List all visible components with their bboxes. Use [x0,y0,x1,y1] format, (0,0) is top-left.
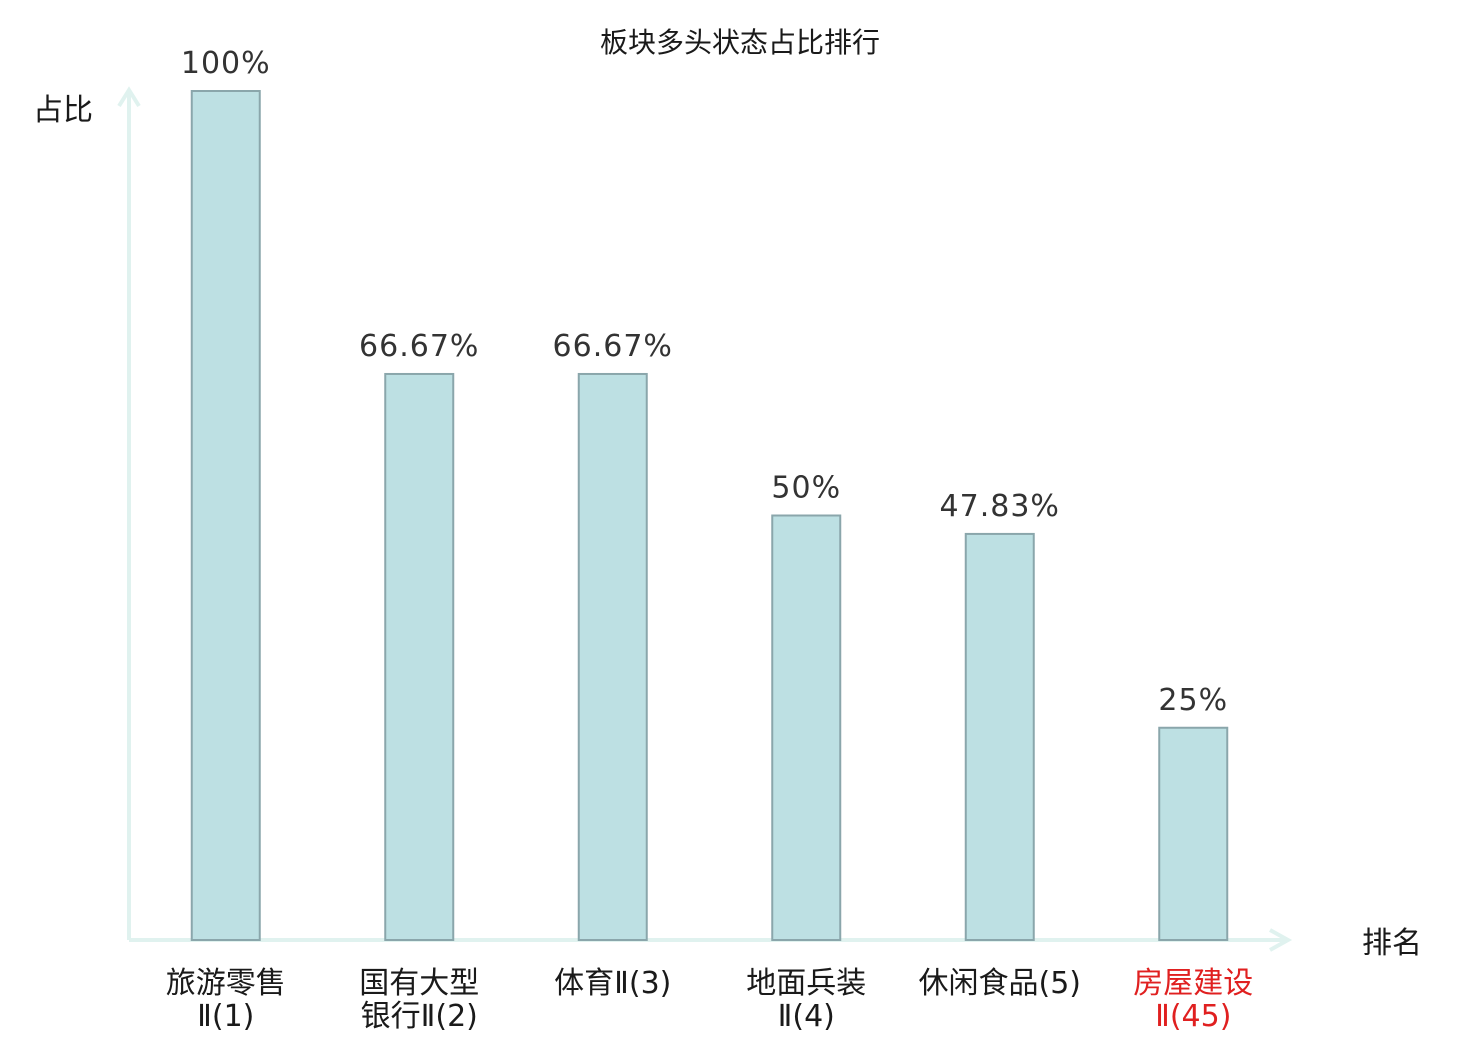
x-axis [129,928,1293,952]
y-axis-arrow [117,86,141,108]
category-tick-label: Ⅱ(4) [778,999,835,1034]
bar [1158,726,1229,941]
bar [384,372,455,942]
category-tick-label: Ⅱ(1) [197,999,254,1034]
category-tick-label: 国有大型 [359,966,479,1001]
category-tick-label: 银行Ⅱ(2) [361,999,478,1034]
bar-value-label: 66.67% [553,329,673,364]
bar [964,532,1035,941]
category-tick-label: 地面兵装 [746,966,866,1001]
bars-group [190,90,1229,942]
bar [577,372,648,942]
category-tick-label: Ⅱ(45) [1155,999,1231,1034]
bar-value-label: 25% [1158,683,1228,718]
y-axis-label: 占比 [33,93,93,128]
chart-title: 板块多头状态占比排行 [600,26,880,59]
bar-value-label: 47.83% [940,489,1060,524]
bar [190,90,261,941]
x-axis-label: 排名 [1362,926,1422,961]
bar-value-label: 50% [771,471,841,506]
bar [771,514,842,941]
bar-value-label: 100% [181,46,271,81]
bar-value-label: 66.67% [359,329,479,364]
y-axis [117,86,141,940]
category-tick-label: 旅游零售 [166,966,286,1001]
category-tick-label: 体育Ⅱ(3) [554,966,671,1001]
value-labels-group: 100% 66.67% 66.67% 50% 47.83% 25% [181,46,1228,718]
category-tick-label: 休闲食品(5) [919,966,1082,1001]
x-axis-arrow [1269,928,1293,952]
category-tick-label: 房屋建设 [1133,966,1253,1001]
